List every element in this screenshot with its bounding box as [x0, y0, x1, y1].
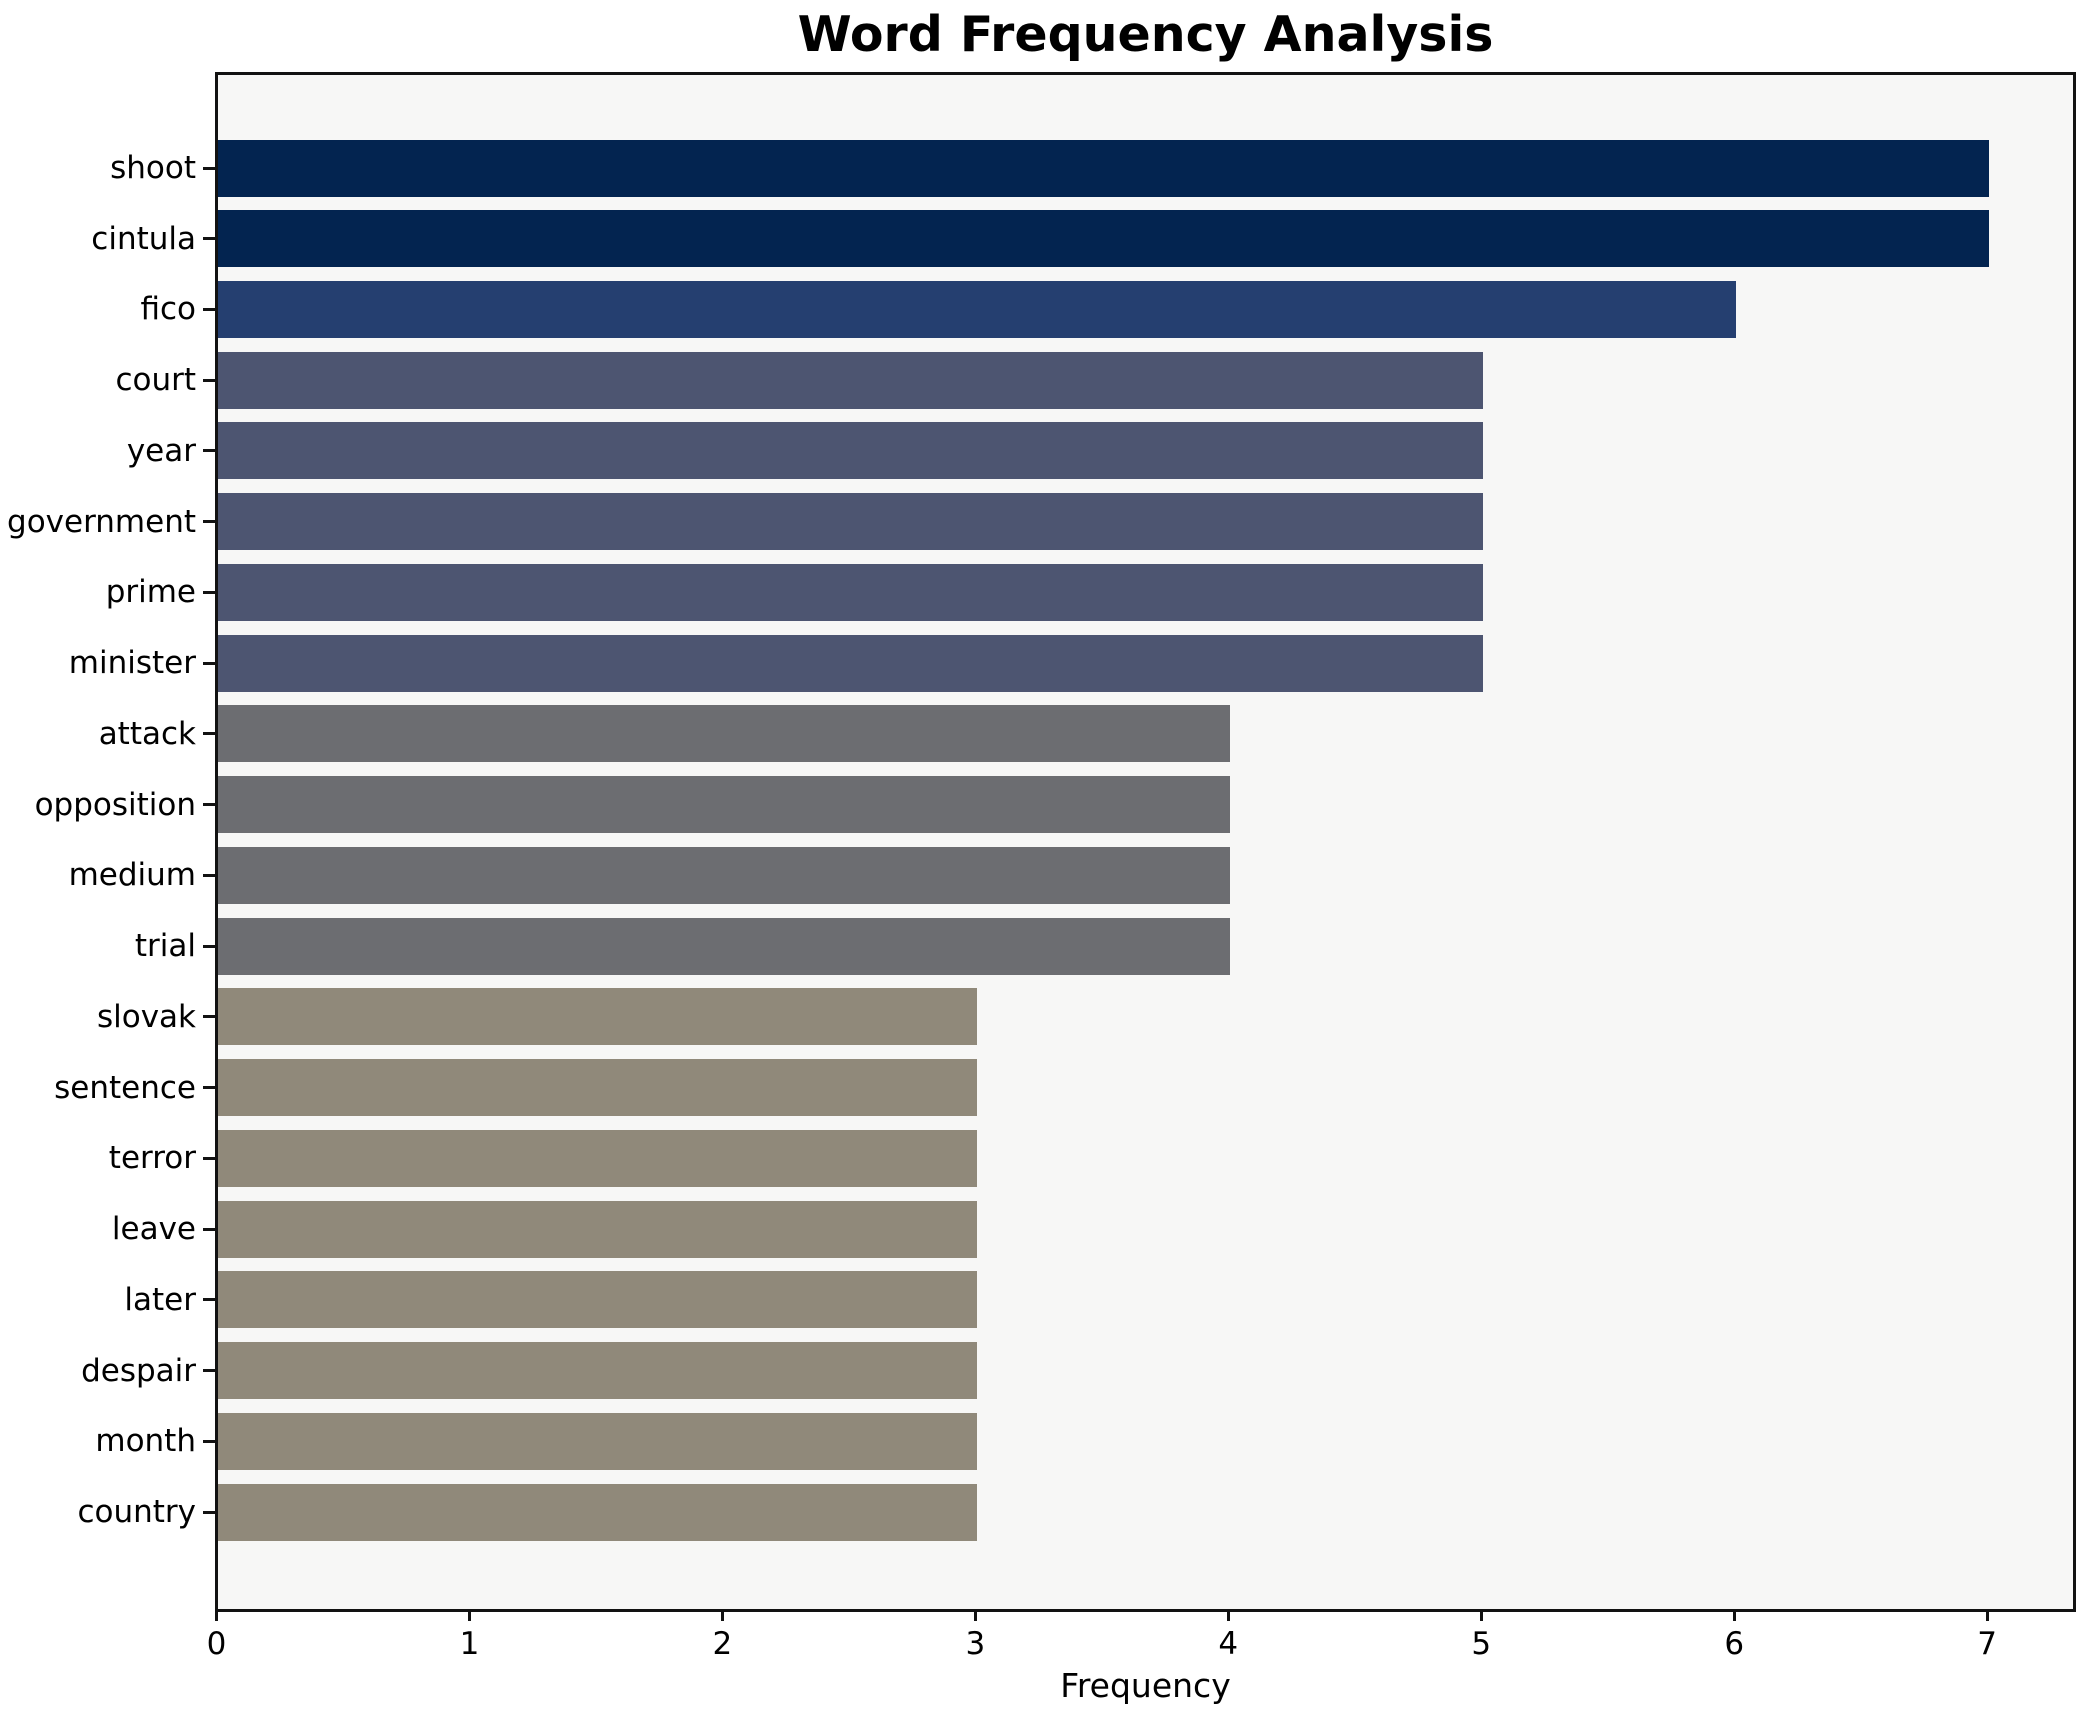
y-tick	[203, 1227, 215, 1231]
x-tick-label-7: 7	[1977, 1626, 1998, 1662]
y-tick-label-medium: medium	[68, 857, 196, 894]
x-tick	[1732, 1612, 1736, 1621]
x-tick-label-4: 4	[1218, 1626, 1239, 1662]
y-tick	[203, 449, 215, 453]
x-tick-label-1: 1	[459, 1626, 480, 1662]
y-tick	[203, 732, 215, 736]
y-tick-label-prime: prime	[105, 574, 196, 611]
y-tick	[203, 237, 215, 241]
y-tick	[203, 1369, 215, 1373]
bar-fico	[218, 280, 1736, 338]
bar-slovak	[218, 988, 977, 1046]
x-tick-label-3: 3	[965, 1626, 986, 1662]
bar-trial	[218, 917, 1230, 975]
x-tick-label-2: 2	[712, 1626, 733, 1662]
plot-area	[215, 72, 2076, 1612]
y-tick-label-minister: minister	[68, 645, 196, 682]
y-tick	[203, 1439, 215, 1443]
y-tick-label-fico: fico	[140, 291, 196, 328]
y-tick	[203, 1510, 215, 1514]
x-tick	[1226, 1612, 1230, 1621]
x-tick	[1985, 1612, 1989, 1621]
bar-government	[218, 493, 1483, 551]
bar-prime	[218, 563, 1483, 621]
y-tick-label-country: country	[77, 1494, 196, 1531]
x-tick	[973, 1612, 977, 1621]
y-tick-label-year: year	[126, 432, 196, 469]
x-axis-label: Frequency	[1060, 1666, 1231, 1705]
y-tick	[203, 1298, 215, 1302]
bar-medium	[218, 846, 1230, 904]
x-tick-label-6: 6	[1724, 1626, 1745, 1662]
y-tick-label-despair: despair	[81, 1352, 196, 1389]
x-tick	[1479, 1612, 1483, 1621]
y-tick-label-month: month	[95, 1423, 196, 1460]
bar-later	[218, 1271, 977, 1329]
y-tick-label-court: court	[115, 362, 196, 399]
bar-leave	[218, 1200, 977, 1258]
bar-month	[218, 1412, 977, 1470]
y-tick-label-terror: terror	[108, 1140, 196, 1177]
bar-terror	[218, 1129, 977, 1187]
y-tick	[203, 873, 215, 877]
y-tick-label-sentence: sentence	[54, 1069, 196, 1106]
y-tick	[203, 307, 215, 311]
bar-opposition	[218, 776, 1230, 834]
y-tick-label-opposition: opposition	[34, 786, 196, 823]
chart-title: Word Frequency Analysis	[797, 6, 1494, 63]
bar-attack	[218, 705, 1230, 763]
bar-country	[218, 1483, 977, 1541]
y-tick	[203, 661, 215, 665]
x-tick-label-5: 5	[1471, 1626, 1492, 1662]
bar-year	[218, 422, 1483, 480]
bar-sentence	[218, 1059, 977, 1117]
y-tick	[203, 590, 215, 594]
bar-cintula	[218, 210, 1989, 268]
y-tick	[203, 1156, 215, 1160]
x-tick-label-0: 0	[206, 1626, 227, 1662]
x-tick	[467, 1612, 471, 1621]
x-tick	[215, 1612, 218, 1621]
y-tick	[203, 520, 215, 524]
x-tick	[720, 1612, 724, 1621]
bar-despair	[218, 1342, 977, 1400]
y-tick	[203, 166, 215, 170]
y-tick	[203, 944, 215, 948]
y-tick-label-later: later	[124, 1281, 196, 1318]
y-tick-label-shoot: shoot	[110, 150, 196, 186]
y-tick-label-leave: leave	[111, 1211, 196, 1248]
bar-shoot	[218, 139, 1989, 197]
y-tick	[203, 1015, 215, 1019]
y-tick-label-slovak: slovak	[96, 998, 196, 1035]
y-tick-label-trial: trial	[134, 928, 196, 965]
y-tick-label-government: government	[7, 503, 196, 540]
y-tick-label-attack: attack	[98, 715, 196, 752]
bar-minister	[218, 634, 1483, 692]
y-tick	[203, 378, 215, 382]
y-tick-label-cintula: cintula	[91, 220, 196, 257]
y-tick	[203, 803, 215, 807]
y-tick	[203, 1086, 215, 1090]
bar-court	[218, 351, 1483, 409]
